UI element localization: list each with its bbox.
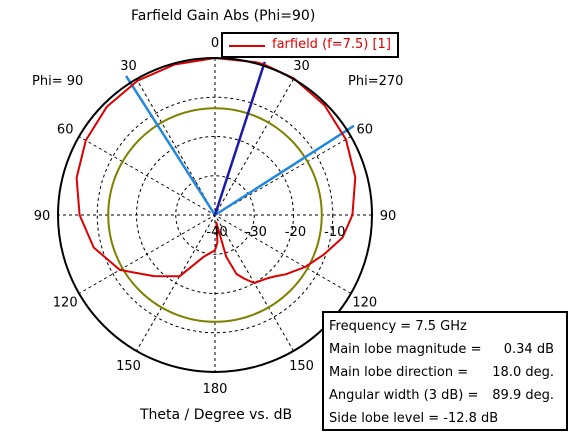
info-main-lobe-magnitude-label: Main lobe magnitude = — [329, 342, 482, 357]
legend-swatch — [229, 45, 265, 47]
angle-tick-label: 150 — [289, 359, 314, 374]
info-angular-width-value: 89.9 deg. — [492, 388, 554, 403]
angle-tick-label: 60 — [357, 123, 374, 138]
radial-tick-label: -10 — [324, 225, 345, 240]
info-main-lobe-magnitude-value: 0.34 dB — [503, 342, 554, 357]
info-box: Frequency = 7.5 GHz Main lobe magnitude … — [322, 311, 568, 431]
angle-tick-label: 90 — [380, 209, 397, 224]
info-side-lobe-level: Side lobe level = -12.8 dB — [329, 411, 499, 426]
radial-tick-label: -20 — [285, 225, 306, 240]
grid-circle — [175, 175, 255, 255]
info-main-lobe-direction-value: 18.0 deg. — [492, 365, 554, 380]
beamwidth-line — [214, 124, 355, 217]
angle-tick-label: 180 — [203, 382, 228, 397]
angle-tick-label: 90 — [34, 209, 51, 224]
outer-circle — [57, 57, 373, 373]
angle-tick-label: 0 — [211, 36, 219, 51]
beamwidth-line — [125, 75, 217, 216]
side-lobe-level-circle — [107, 107, 323, 323]
angle-tick-label: 60 — [57, 123, 74, 138]
angle-tick-label: 30 — [120, 59, 137, 74]
x-axis-label: Theta / Degree vs. dB — [140, 407, 293, 423]
info-frequency: Frequency = 7.5 GHz — [329, 319, 467, 334]
angle-tick-label: 120 — [53, 296, 78, 311]
info-angular-width-label: Angular width (3 dB) = — [329, 388, 479, 403]
series-curve — [75, 57, 357, 284]
info-main-lobe-direction-label: Main lobe direction = — [329, 365, 469, 380]
main-lobe-direction-line — [213, 61, 266, 216]
angle-tick-label: 30 — [293, 59, 310, 74]
grid-circle — [96, 96, 334, 334]
angle-tick-label: 120 — [352, 296, 377, 311]
chart-title: Farfield Gain Abs (Phi=90) — [131, 8, 316, 24]
legend: farfield (f=7.5) [1] — [221, 32, 399, 58]
radial-tick-label: -30 — [246, 225, 267, 240]
phi-left-label: Phi= 90 — [32, 74, 84, 89]
angle-tick-label: 150 — [116, 359, 141, 374]
radial-tick-label: -40 — [206, 225, 227, 240]
phi-right-label: Phi=270 — [348, 74, 404, 89]
legend-entry: farfield (f=7.5) [1] — [272, 37, 391, 52]
